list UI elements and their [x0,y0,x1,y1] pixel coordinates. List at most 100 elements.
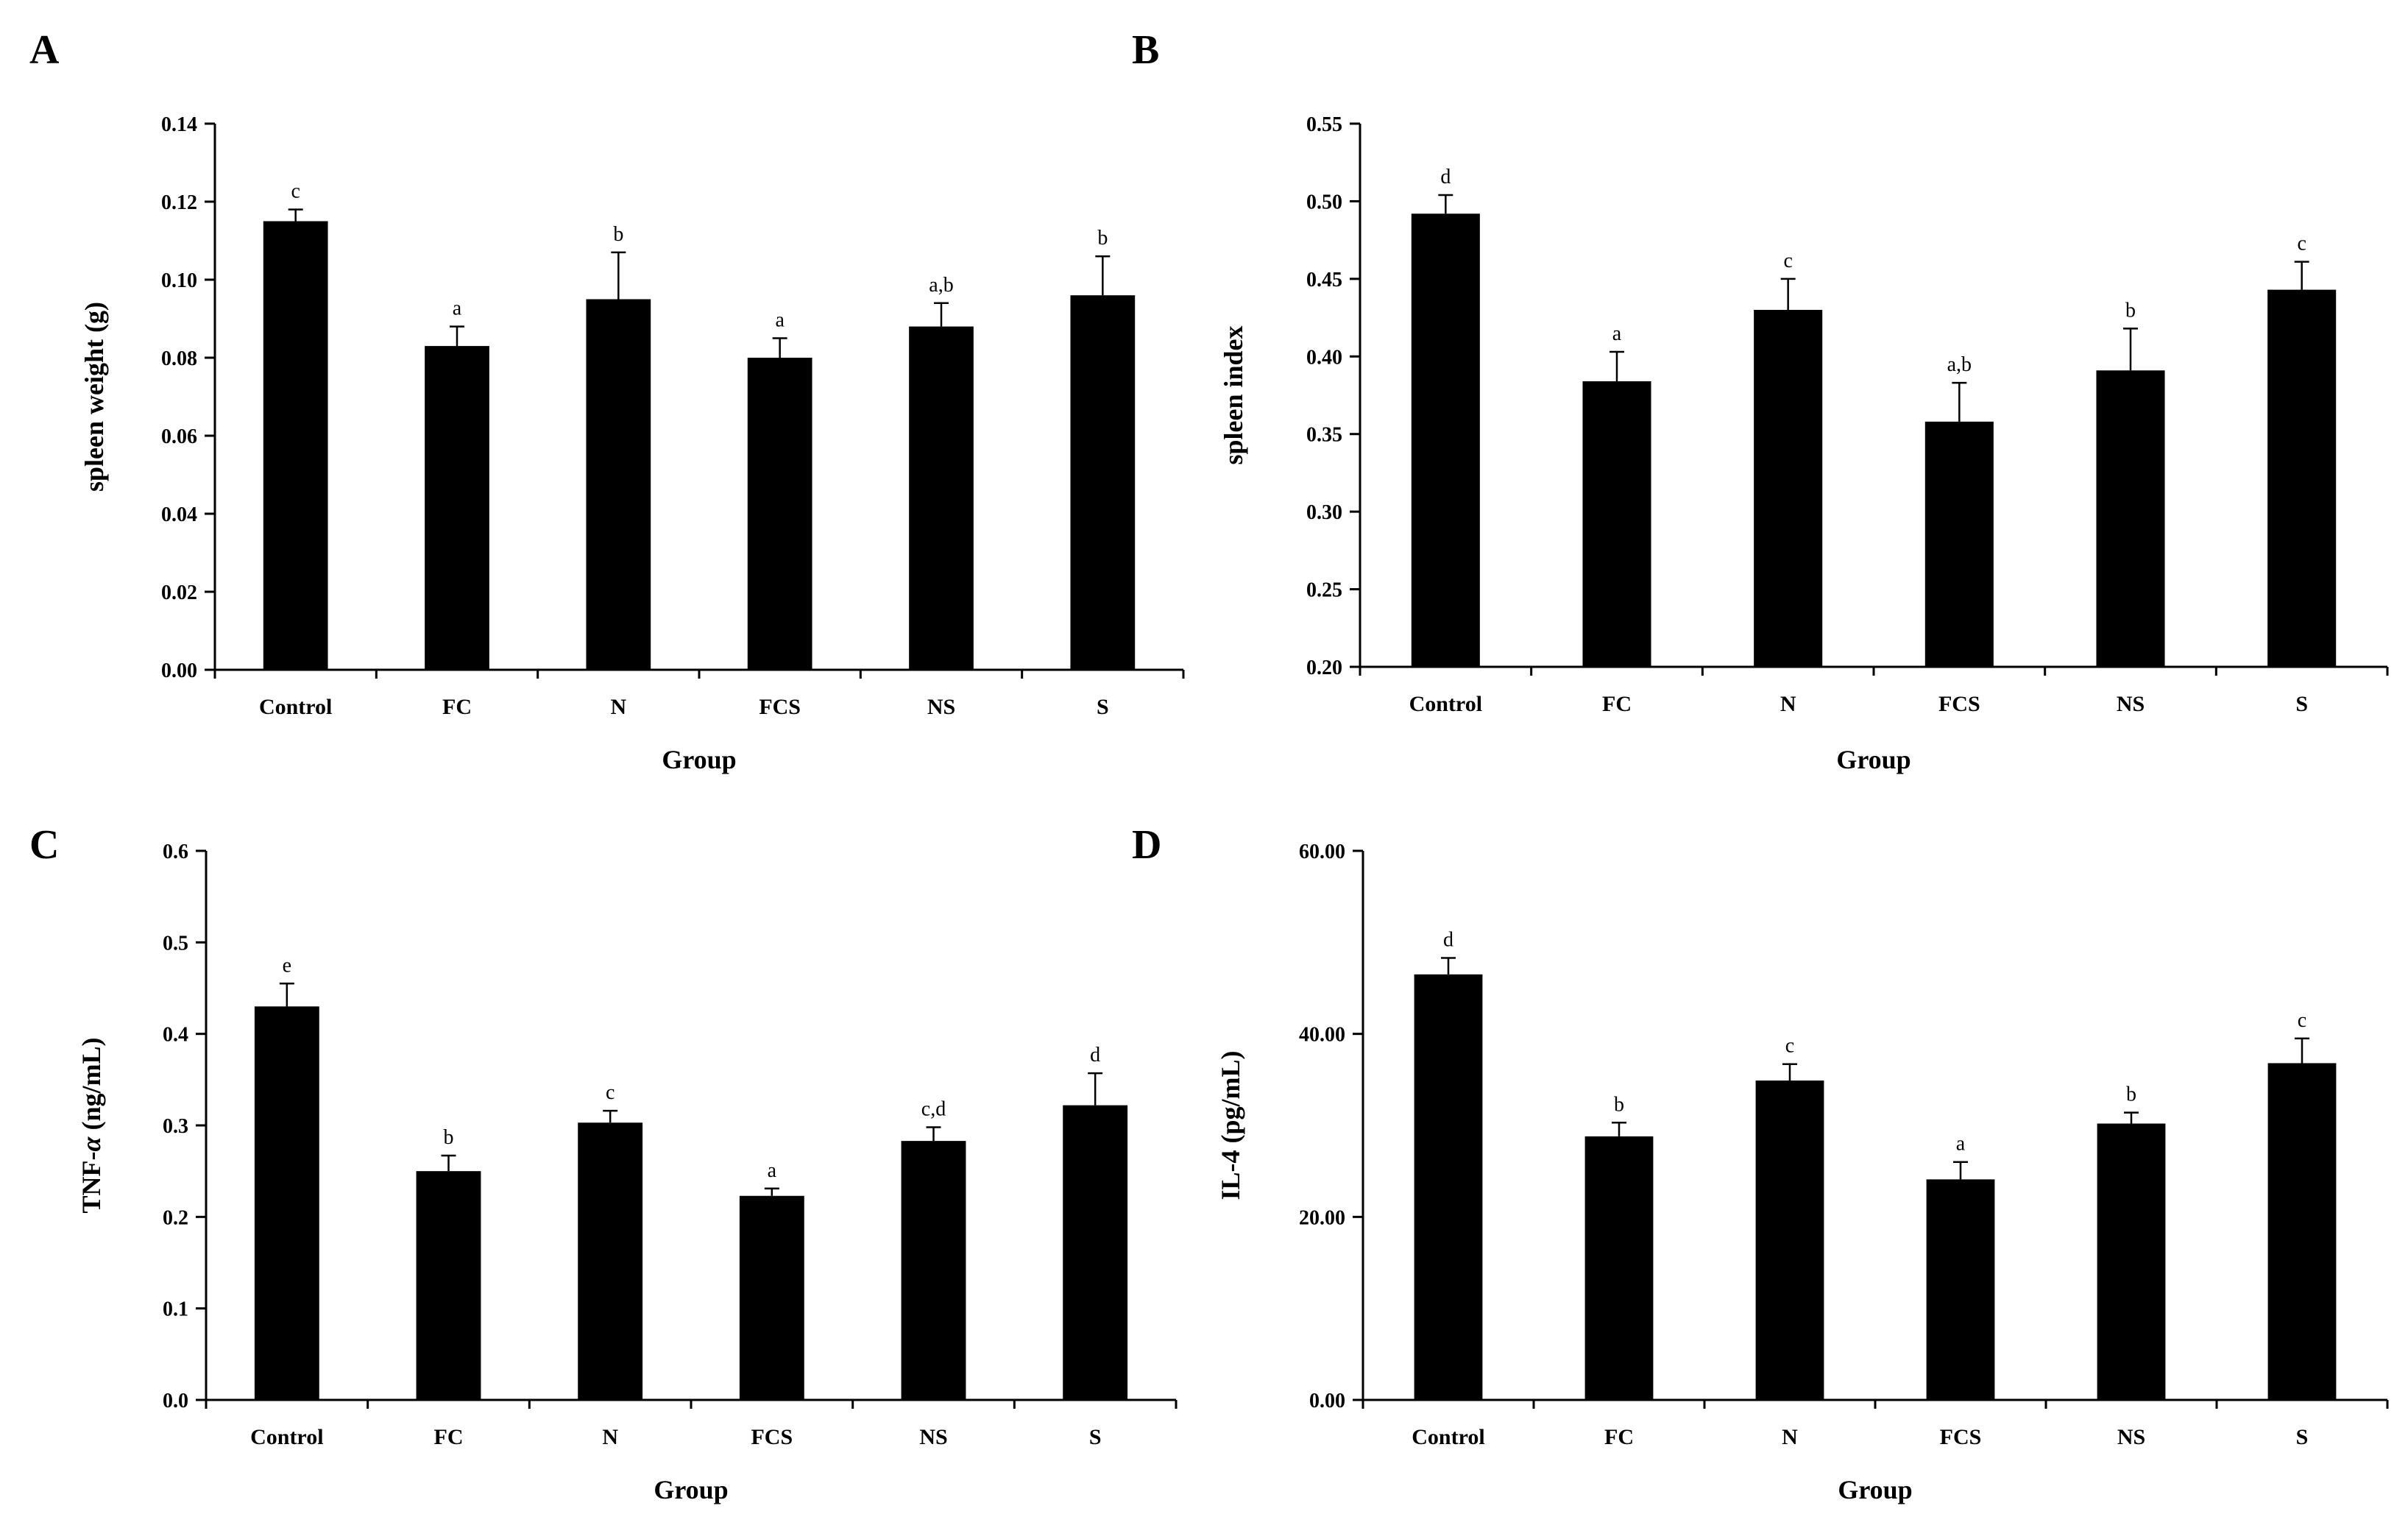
y-tick-label: 0.45 [1306,269,1342,291]
category-label: N [610,695,626,719]
error-bar [611,251,626,300]
error-bar [279,983,294,1007]
category-label: FC [442,695,472,719]
error-bar [926,1126,941,1142]
y-tick-label: 0.2 [163,1206,188,1229]
y-axis-title: spleen weight (g) [79,302,109,492]
category-label: Control [250,1425,323,1449]
panel-b-spleen-index-chart: B 0.20 0.25 0.30 0.35 0.40 0.45 0.50 0.55 d Contr… [1132,27,2389,774]
y-tick-label: 0.35 [1306,424,1342,447]
y-tick-label: 0.08 [161,347,197,370]
panel-a-spleen-weight-chart: A 0.00 0.02 0.04 0.06 0.08 0.10 0.12 0.14 c Contr… [29,27,1185,774]
y-tick-label: 0.00 [161,659,197,682]
bar-fc [425,346,489,670]
panel-label-d: D [1132,822,1161,868]
y-tick-label: 0.6 [163,841,188,863]
bar-control [263,221,328,670]
significance-label: c [2298,1009,2306,1032]
y-tick-label: 60.00 [1299,841,1345,863]
error-bar [764,1187,779,1196]
category-label: NS [927,695,955,719]
bar-fc [1584,1136,1654,1400]
bar-fc [416,1171,481,1400]
category-label: N [1780,692,1796,716]
y-tick-label: 0.30 [1306,501,1342,524]
bar-s [2267,289,2337,667]
y-tick-label: 0.40 [1306,346,1342,369]
bar-control [254,1006,319,1400]
significance-label: c,d [921,1097,946,1120]
bar-n [586,299,651,670]
bar-n [578,1122,643,1400]
significance-label: b [444,1126,454,1149]
panel-c-tnf-alpha-chart: C 0.0 0.1 0.2 0.3 0.4 0.5 0.6 e Control b FC c Na FCS… [29,822,1178,1504]
significance-label: d [1443,928,1453,951]
significance-label: d [1090,1044,1100,1067]
category-label: S [2296,1425,2309,1449]
y-tick-label: 0.10 [161,269,197,292]
category-label: FCS [1940,1425,1982,1449]
panel-label-a: A [29,27,60,73]
bar-s [2267,1063,2337,1400]
error-bar [450,325,464,347]
category-label: FCS [1938,692,1980,716]
y-tick-label: 0.0 [163,1390,188,1412]
bar-fcs [747,358,812,670]
error-bar [1441,957,1456,975]
error-bar [1952,381,1967,422]
error-bar [288,208,303,222]
error-bar [1095,255,1111,296]
significance-label: a [775,309,785,332]
error-bar [1780,277,1796,311]
bar-n [1754,310,1823,667]
x-axis-title: Group [1836,745,1911,774]
significance-label: c [606,1081,615,1104]
category-label: N [1782,1425,1798,1449]
y-tick-label: 0.5 [163,932,188,955]
category-label: S [1097,695,1109,719]
category-label: S [1089,1425,1102,1449]
bar-ns [901,1141,966,1400]
y-tick-label: 0.12 [161,191,197,214]
bar-control [1411,213,1480,668]
significance-label: c [2297,233,2306,255]
error-bar [2123,328,2138,371]
error-bar [1438,194,1453,214]
significance-label: b [1097,227,1108,250]
error-bar [2295,1037,2309,1064]
y-axis-title: IL-4 (pg/mL) [1216,1050,1245,1200]
significance-label: a [768,1159,777,1182]
error-bar [772,337,787,358]
bar-ns [2097,1123,2166,1400]
significance-label: c [1785,1035,1794,1058]
y-tick-label: 0.20 [1306,657,1342,679]
category-label: Control [1412,1425,1484,1449]
y-tick-label: 0.1 [163,1298,188,1321]
panel-label-b: B [1132,27,1159,73]
error-bar [1782,1063,1797,1081]
significance-label: c [291,180,300,203]
panel-d-il4-chart: D 0.00 20.00 40.00 60.00 d Control b FC c Na FCS b N… [1132,822,2389,1504]
error-bar [1610,350,1624,382]
y-axis-title: TNF-α (ng/mL) [77,1038,106,1214]
category-label: FC [1602,692,1632,716]
y-tick-label: 20.00 [1299,1206,1345,1229]
y-tick-label: 0.06 [161,425,197,448]
bar-fc [1582,381,1651,667]
category-label: NS [2117,692,2145,716]
y-tick-label: 0.50 [1306,191,1342,213]
significance-label: a,b [1947,353,1972,376]
y-tick-label: 0.04 [161,503,197,526]
bar-s [1063,1105,1128,1400]
error-bar [1088,1072,1103,1106]
bar-n [1755,1080,1824,1400]
y-tick-label: 0.4 [163,1024,188,1047]
y-tick-label: 0.02 [161,581,197,604]
significance-label: a [1956,1133,1966,1156]
y-tick-label: 0.25 [1306,579,1342,602]
x-axis-title: Group [654,1475,728,1504]
category-label: S [2295,692,2308,716]
y-tick-label: 0.00 [1309,1390,1345,1412]
y-axis-title: spleen index [1219,325,1248,464]
